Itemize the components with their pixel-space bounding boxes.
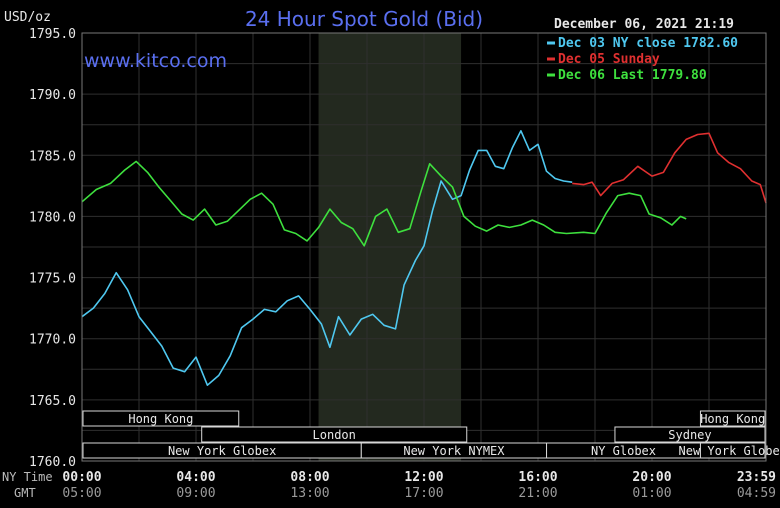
session-bars: Hong Kong London New York Globex New York N… <box>82 410 780 459</box>
legend-label: Dec 05 Sunday <box>558 52 660 67</box>
session-label: NY Globex <box>591 444 656 458</box>
y-tick-label: 1795.0 <box>29 27 76 42</box>
unit-label: USD/oz <box>4 10 51 25</box>
x-tick-label-gmt: 21:00 <box>518 486 557 501</box>
x-tick-label-gmt: 04:59 <box>737 486 776 501</box>
gmt-label: GMT <box>14 486 36 500</box>
x-tick-label-gmt: 17:00 <box>404 486 443 501</box>
x-tick-label-ny: 20:00 <box>632 470 671 485</box>
session-bar <box>699 442 766 459</box>
session-bar <box>82 410 240 427</box>
x-tick-label-ny: 23:59 <box>737 470 776 485</box>
x-tick-label-gmt: 01:00 <box>632 486 671 501</box>
y-tick-label: 1780.0 <box>29 210 76 225</box>
ny-time-label: NY Time <box>2 470 53 484</box>
timestamp: December 06, 2021 21:19 <box>554 17 734 32</box>
x-tick-label-ny: 04:00 <box>176 470 215 485</box>
x-tick-label-ny: 00:00 <box>62 470 101 485</box>
y-tick-label: 1770.0 <box>29 333 76 348</box>
session-bar <box>699 410 766 427</box>
legend-label: Dec 06 Last 1779.80 <box>558 68 707 83</box>
series-lines <box>81 130 767 386</box>
series-line <box>572 132 767 204</box>
session-label: New York Globex <box>168 444 276 458</box>
session-label: New York NYMEX <box>403 444 505 458</box>
y-tick-label: 1775.0 <box>29 272 76 287</box>
y-tick-label: 1790.0 <box>29 88 76 103</box>
session-bar <box>201 426 468 443</box>
series-line <box>81 130 573 386</box>
x-tick-label-ny: 08:00 <box>290 470 329 485</box>
plot-border <box>81 32 767 462</box>
y-tick-label: 1765.0 <box>29 394 76 409</box>
session-label: Sydney <box>668 428 711 442</box>
series-line <box>81 160 687 247</box>
y-tick-label: 1785.0 <box>29 149 76 164</box>
session-bar <box>614 426 766 443</box>
x-tick-label-ny: 16:00 <box>518 470 557 485</box>
watermark: www.kitco.com <box>84 50 227 72</box>
session-label: London <box>313 428 356 442</box>
session-label: New York Globex <box>679 444 780 458</box>
x-tick-label-gmt: 09:00 <box>176 486 215 501</box>
session-label: Hong Kong <box>700 412 765 426</box>
chart-title: 24 Hour Spot Gold (Bid) <box>245 7 483 31</box>
x-tick-label-ny: 12:00 <box>404 470 443 485</box>
session-label: Hong Kong <box>128 412 193 426</box>
y-axis-ticks: 1795.0 1790.0 1785.0 1780.0 1775.0 1770.0 1765… <box>29 27 76 470</box>
legend-label: Dec 03 NY close 1782.60 <box>558 36 738 51</box>
x-tick-label-gmt: 13:00 <box>290 486 329 501</box>
x-tick-label-gmt: 05:00 <box>62 486 101 501</box>
y-tick-label: 1760.0 <box>29 455 76 470</box>
